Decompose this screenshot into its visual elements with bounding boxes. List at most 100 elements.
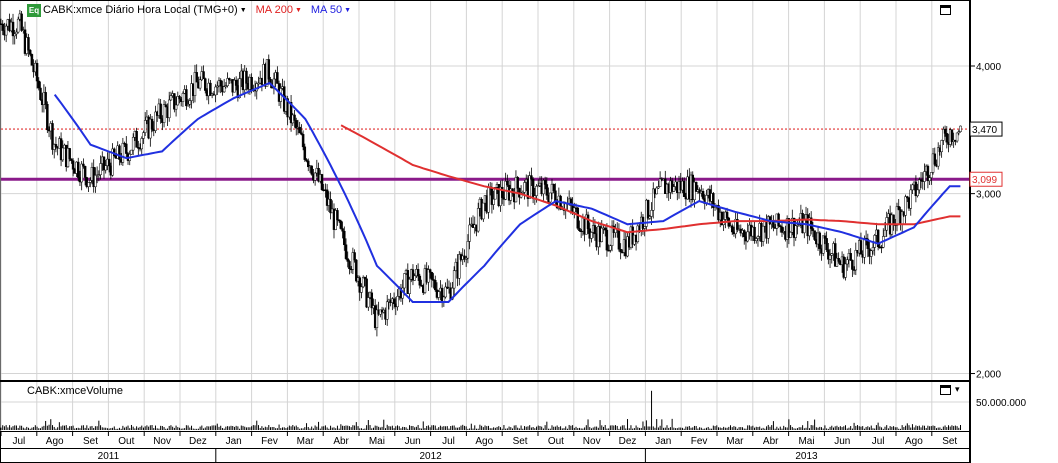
candle-body xyxy=(897,206,900,210)
scroll-down-icon[interactable]: ▾ xyxy=(955,384,960,394)
candle-body xyxy=(909,189,912,209)
candle-body xyxy=(428,269,432,273)
candle-body xyxy=(854,250,858,271)
candle-body xyxy=(603,227,607,231)
candle-body xyxy=(530,175,533,180)
candle-body xyxy=(125,143,128,154)
candle-body xyxy=(54,144,58,148)
candle-body xyxy=(1,23,4,31)
ma200-legend[interactable]: MA 200 ▼ xyxy=(255,4,302,16)
candle-body xyxy=(174,104,178,110)
candle-body xyxy=(348,261,351,270)
candle-body xyxy=(895,206,899,226)
candle-body xyxy=(219,80,222,87)
candle-body xyxy=(930,172,933,178)
time-axis-frame xyxy=(0,431,970,463)
candle-body xyxy=(121,142,125,163)
candle-body xyxy=(851,259,854,270)
candle-body xyxy=(825,238,828,251)
candle-body xyxy=(15,31,18,35)
candle-body xyxy=(11,21,15,37)
candle-body xyxy=(4,25,8,36)
price-tick-label: 3,000 xyxy=(976,190,1001,201)
candle-body xyxy=(339,220,343,229)
candle-body xyxy=(756,236,760,239)
candle-body xyxy=(320,174,324,190)
candle-body xyxy=(636,225,640,242)
candle-body xyxy=(234,79,238,86)
candle-body xyxy=(162,104,166,123)
candle-body xyxy=(416,269,420,277)
candle-body xyxy=(298,126,301,134)
candle-body xyxy=(143,120,147,133)
price-panel-frame xyxy=(0,0,970,381)
candle-body xyxy=(682,180,686,197)
candle-body xyxy=(392,298,396,305)
candle-body xyxy=(329,198,332,214)
ma50-legend[interactable]: MA 50 ▼ xyxy=(310,4,352,16)
candle-body xyxy=(437,291,440,298)
candle-body xyxy=(712,193,715,208)
volume-panel-label: CABK:xmceVolume xyxy=(27,385,123,397)
candle-body xyxy=(492,198,495,205)
month-label: Out xyxy=(118,436,134,447)
ma50-line xyxy=(53,81,961,303)
maximize-icon[interactable] xyxy=(940,5,951,15)
candle-body xyxy=(837,258,840,262)
candle-body xyxy=(823,235,827,239)
volume-bars xyxy=(0,390,962,430)
candle-body xyxy=(928,177,931,182)
candle-body xyxy=(742,230,746,238)
candle-body xyxy=(957,131,961,134)
candle-body xyxy=(195,72,198,83)
candle-body xyxy=(835,258,839,267)
month-label: Mar xyxy=(726,436,744,447)
candle-body xyxy=(576,207,579,229)
candle-body xyxy=(313,172,317,181)
candle-body xyxy=(871,247,875,252)
symbol-label[interactable]: CABK:xmce Diário Hora Local (TMG+0) ▼ xyxy=(43,4,247,16)
candle-body xyxy=(537,185,540,188)
candle-body xyxy=(209,82,212,96)
candle-body xyxy=(487,186,490,213)
month-label: Set xyxy=(83,436,98,447)
candle-body xyxy=(794,225,797,238)
candle-body xyxy=(892,214,895,225)
candle-body xyxy=(476,208,480,232)
candle-body xyxy=(828,255,832,260)
candle-body xyxy=(830,253,834,256)
candle-body xyxy=(85,177,89,187)
candle-body xyxy=(343,230,346,246)
candle-body xyxy=(955,132,959,142)
candle-body xyxy=(289,102,293,124)
month-label: Jun xyxy=(405,436,421,447)
candle-body xyxy=(916,189,919,197)
candle-body xyxy=(71,160,75,170)
candle-body xyxy=(222,86,226,93)
candle-body xyxy=(648,216,652,219)
candle-body xyxy=(303,146,307,160)
candle-body xyxy=(605,229,609,251)
candle-body xyxy=(30,54,34,66)
month-label: Ago xyxy=(475,436,493,447)
candle-body xyxy=(650,210,653,217)
candle-body xyxy=(154,111,157,131)
candle-body xyxy=(150,118,154,130)
candle-body xyxy=(70,158,73,161)
month-label: Jun xyxy=(834,436,850,447)
year-label: 2011 xyxy=(98,451,120,462)
candle-body xyxy=(772,222,775,228)
month-label: Set xyxy=(513,436,528,447)
candle-body xyxy=(464,257,468,260)
month-label: Jan xyxy=(226,436,242,447)
candle-body xyxy=(300,132,303,135)
candle-body xyxy=(107,158,111,167)
candle-body xyxy=(102,156,106,171)
candle-body xyxy=(173,93,176,110)
maximize-icon[interactable] xyxy=(940,385,951,395)
price-marker-box xyxy=(969,121,1003,137)
candle-body xyxy=(186,104,190,107)
dropdown-arrow-icon: ▼ xyxy=(344,6,352,14)
candle-body xyxy=(552,183,555,192)
